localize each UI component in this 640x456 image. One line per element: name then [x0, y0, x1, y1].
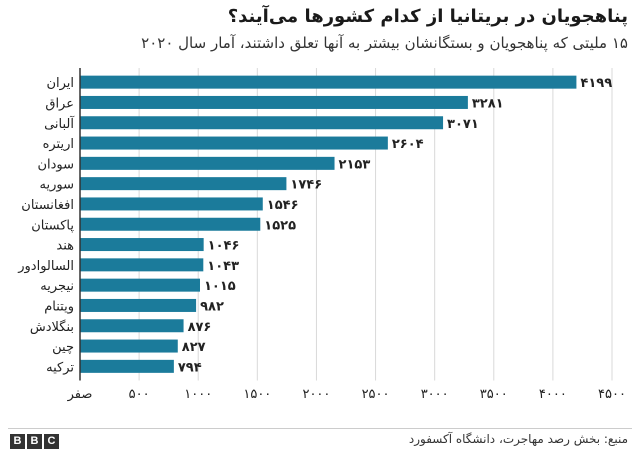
- x-tick-label: ۲۵۰۰: [362, 387, 390, 402]
- value-label: ۱۰۱۵: [204, 279, 236, 294]
- bar: [80, 75, 577, 89]
- value-label: ۱۰۴۳: [207, 259, 239, 274]
- x-tick-label: ۳۰۰۰: [421, 387, 449, 402]
- category-label: چین: [52, 340, 74, 355]
- category-label: هند: [56, 239, 74, 254]
- value-labels: ۴۱۹۹ ۳۲۸۱ ۳۰۷۱ ۲۶۰۴ ۲۱۵۳ ۱۷۴۶ ۱۵۴۶ ۱۵۲۵ ۱۰۴۶ ۱۰۴۳…: [178, 76, 612, 375]
- category-label: آلبانی: [44, 115, 75, 132]
- bar: [80, 278, 200, 292]
- category-label: پاکستان: [31, 218, 74, 233]
- x-tick-label: ۴۰۰۰: [539, 387, 567, 402]
- value-label: ۸۲۷: [182, 340, 206, 355]
- source-note: منبع: بخش رصد مهاجرت، دانشگاه آکسفورد: [408, 432, 628, 446]
- value-label: ۲۶۰۴: [392, 137, 424, 152]
- value-label: ۲۱۵۳: [339, 157, 371, 172]
- footer-divider: [8, 428, 632, 429]
- category-label: ایران: [46, 76, 74, 91]
- bar: [80, 136, 388, 150]
- chart-subtitle: ۱۵ ملیتی که پناهجویان و بستگانشان بیشتر …: [141, 34, 628, 52]
- bar: [80, 319, 184, 333]
- category-label: اریتره: [43, 137, 74, 152]
- value-label: ۸۷۶: [188, 320, 212, 335]
- bar: [80, 359, 174, 373]
- bar: [80, 238, 204, 252]
- x-tick-label: ۴۵۰۰: [598, 387, 626, 402]
- value-label: ۴۱۹۹: [580, 76, 612, 91]
- x-tick-label: ۱۵۰۰: [243, 387, 271, 402]
- category-label: سوریه: [40, 178, 74, 193]
- category-label: نیجریه: [40, 279, 74, 294]
- category-label: ترکیه: [46, 360, 74, 375]
- x-tick-label: صفر: [67, 387, 93, 402]
- value-label: ۱۷۴۶: [290, 178, 322, 193]
- value-label: ۱۵۲۵: [264, 218, 296, 233]
- value-label: ۷۹۴: [178, 360, 202, 375]
- bbc-logo-letter: B: [10, 434, 25, 449]
- bar: [80, 258, 204, 272]
- x-tick-label: ۱۰۰۰: [184, 387, 212, 402]
- bar: [80, 217, 261, 231]
- category-label: ویتنام: [44, 299, 74, 314]
- x-tick-label: ۳۵۰۰: [480, 387, 508, 402]
- bar: [80, 177, 287, 191]
- x-tick-label: ۲۰۰۰: [302, 387, 330, 402]
- category-label: السالوادور: [17, 259, 74, 274]
- value-label: ۳۲۸۱: [472, 96, 504, 111]
- bar: [80, 197, 263, 211]
- value-label: ۱۵۴۶: [267, 198, 299, 213]
- category-label: افغانستان: [21, 198, 74, 213]
- bar: [80, 156, 335, 170]
- category-label: سودان: [37, 157, 74, 172]
- x-tick-label: ۵۰۰: [129, 387, 150, 402]
- bbc-logo-letter: C: [44, 434, 59, 449]
- bar: [80, 298, 197, 312]
- chart-title: پناهجویان در بریتانیا از کدام کشورها می‌…: [227, 6, 628, 27]
- value-label: ۳۰۷۱: [447, 117, 479, 132]
- x-axis-tick-labels: صفر ۵۰۰ ۱۰۰۰ ۱۵۰۰ ۲۰۰۰ ۲۵۰۰ ۳۰۰۰ ۳۵۰۰ ۴۰۰۰ ۴۵۰۰: [67, 387, 626, 402]
- bar: [80, 95, 468, 109]
- bar: [80, 116, 444, 130]
- bbc-logo-letter: B: [27, 434, 42, 449]
- bar: [80, 339, 178, 353]
- category-label: بنگلادش: [30, 319, 74, 335]
- category-labels: ایران عراق آلبانی اریتره سودان سوریه افغانستان…: [17, 76, 75, 375]
- value-label: ۹۸۲: [200, 299, 224, 314]
- value-label: ۱۰۴۶: [208, 239, 240, 254]
- bar-chart: ایران عراق آلبانی اریتره سودان سوریه افغانستان…: [17, 68, 626, 402]
- category-label: عراق: [45, 96, 74, 111]
- bars: [80, 75, 577, 373]
